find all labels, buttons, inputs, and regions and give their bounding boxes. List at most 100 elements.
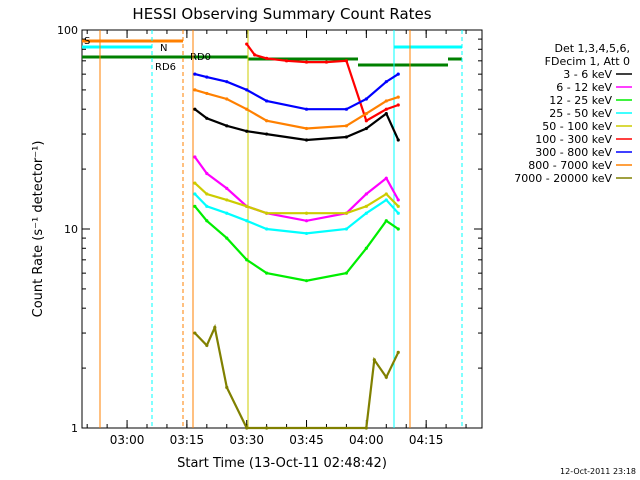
data-point-12-25-kev <box>396 227 400 231</box>
plot-frame <box>81 29 483 429</box>
data-point-6-12-kev <box>304 219 309 223</box>
series-line-50-100-kev <box>194 182 400 215</box>
data-point-800-7000-kev <box>265 119 269 123</box>
data-point-3-6-kev <box>193 107 197 111</box>
status-flags: S N RD0 RD6 <box>82 30 463 428</box>
data-point-800-7000-kev <box>384 99 388 103</box>
data-point-800-7000-kev <box>344 124 349 128</box>
data-point-100-300-kev <box>324 60 329 64</box>
data-point-7000-20000-kev <box>193 331 197 335</box>
data-point-3-6-kev <box>396 138 400 142</box>
legend-label-1: 6 - 12 keV <box>556 81 612 94</box>
data-point-25-50-kev <box>344 227 349 231</box>
data-point-300-800-kev <box>304 107 309 111</box>
data-point-12-25-kev <box>205 219 209 223</box>
data-point-300-800-kev <box>396 72 400 76</box>
series-group <box>193 42 400 430</box>
plot-area <box>81 29 483 429</box>
data-point-6-12-kev <box>384 176 388 180</box>
data-point-3-6-kev <box>245 129 249 133</box>
flag-n-label: N <box>160 43 167 54</box>
data-point-25-50-kev <box>396 211 400 215</box>
data-point-800-7000-kev <box>225 97 229 101</box>
series-line-6-12-kev <box>194 156 400 222</box>
legend: Det 1,3,4,5,6, FDecim 1, Att 0 3 - 6 keV… <box>514 42 632 185</box>
legend-label-5: 100 - 300 keV <box>535 133 612 146</box>
data-point-800-7000-kev <box>304 126 309 131</box>
data-point-3-6-kev <box>265 132 269 136</box>
data-point-100-300-kev <box>384 107 388 111</box>
data-point-25-50-kev <box>245 219 249 223</box>
data-point-25-50-kev <box>205 204 209 208</box>
data-point-50-100-kev <box>265 211 269 215</box>
data-point-50-100-kev <box>225 198 229 202</box>
data-point-12-25-kev <box>225 236 229 240</box>
data-point-100-300-kev <box>304 60 309 64</box>
data-point-12-25-kev <box>364 246 368 250</box>
data-point-3-6-kev <box>344 135 349 139</box>
series-line-300-800-kev <box>194 73 399 111</box>
data-point-50-100-kev <box>304 211 309 215</box>
x-tick-label-3: 03:45 <box>289 433 324 447</box>
data-point-800-7000-kev <box>396 95 400 99</box>
data-point-100-300-kev <box>245 42 249 46</box>
data-point-12-25-kev <box>245 258 249 262</box>
data-point-800-7000-kev <box>193 88 197 92</box>
y-tick-label-2: 100 <box>57 24 78 37</box>
data-point-7000-20000-kev <box>364 426 368 430</box>
legend-label-4: 50 - 100 keV <box>542 120 612 133</box>
legend-label-2: 12 - 25 keV <box>549 94 612 107</box>
data-point-300-800-kev <box>205 75 209 79</box>
data-point-12-25-kev <box>265 271 269 275</box>
data-point-7000-20000-kev <box>205 343 209 348</box>
y-axis-label: Count Rate (s⁻¹ detector⁻¹) <box>31 141 46 318</box>
data-point-100-300-kev <box>265 56 269 60</box>
y-tick-label-1: 10 <box>64 223 78 236</box>
data-point-50-100-kev <box>364 204 368 208</box>
series-line-12-25-kev <box>194 205 399 282</box>
data-point-3-6-kev <box>304 138 309 142</box>
data-point-12-25-kev <box>304 279 309 283</box>
data-point-50-100-kev <box>396 204 400 208</box>
data-point-25-50-kev <box>364 211 368 215</box>
data-point-100-300-kev <box>364 119 368 123</box>
data-point-6-12-kev <box>396 198 400 202</box>
data-point-100-300-kev <box>396 103 400 107</box>
data-point-25-50-kev <box>304 231 309 236</box>
data-point-12-25-kev <box>384 219 388 223</box>
legend-label-3: 25 - 50 keV <box>549 107 612 120</box>
series-line-100-300-kev <box>245 43 399 123</box>
data-point-12-25-kev <box>344 271 349 275</box>
data-point-100-300-kev <box>344 59 349 63</box>
data-point-300-800-kev <box>193 72 197 76</box>
series-line-25-50-kev <box>194 193 400 235</box>
data-point-7000-20000-kev <box>384 375 388 379</box>
data-point-12-25-kev <box>193 204 197 208</box>
data-point-3-6-kev <box>225 124 229 128</box>
data-point-300-800-kev <box>265 99 269 103</box>
data-point-7000-20000-kev <box>396 350 400 354</box>
data-point-25-50-kev <box>265 227 269 231</box>
legend-label-8: 7000 - 20000 keV <box>514 172 612 185</box>
series-line-7000-20000-kev <box>194 323 400 430</box>
data-point-50-100-kev <box>344 211 349 215</box>
legend-header-1: Det 1,3,4,5,6, <box>554 42 630 55</box>
x-tick-label-1: 03:15 <box>170 433 205 447</box>
data-point-25-50-kev <box>384 198 388 202</box>
data-point-100-300-kev <box>284 59 289 63</box>
data-point-300-800-kev <box>384 80 388 84</box>
data-point-50-100-kev <box>205 192 209 196</box>
data-point-3-6-kev <box>205 116 209 120</box>
data-point-800-7000-kev <box>205 91 209 96</box>
footer-timestamp: 12-Oct-2011 23:18 <box>560 467 636 476</box>
legend-label-0: 3 - 6 keV <box>563 68 612 81</box>
data-point-100-300-kev <box>253 53 257 57</box>
data-point-6-12-kev <box>225 186 229 190</box>
x-tick-label-2: 03:30 <box>229 433 264 447</box>
data-point-800-7000-kev <box>245 107 249 111</box>
data-point-25-50-kev <box>193 192 197 196</box>
data-point-300-800-kev <box>225 80 229 84</box>
data-point-50-100-kev <box>384 192 388 196</box>
data-point-50-100-kev <box>245 204 249 208</box>
